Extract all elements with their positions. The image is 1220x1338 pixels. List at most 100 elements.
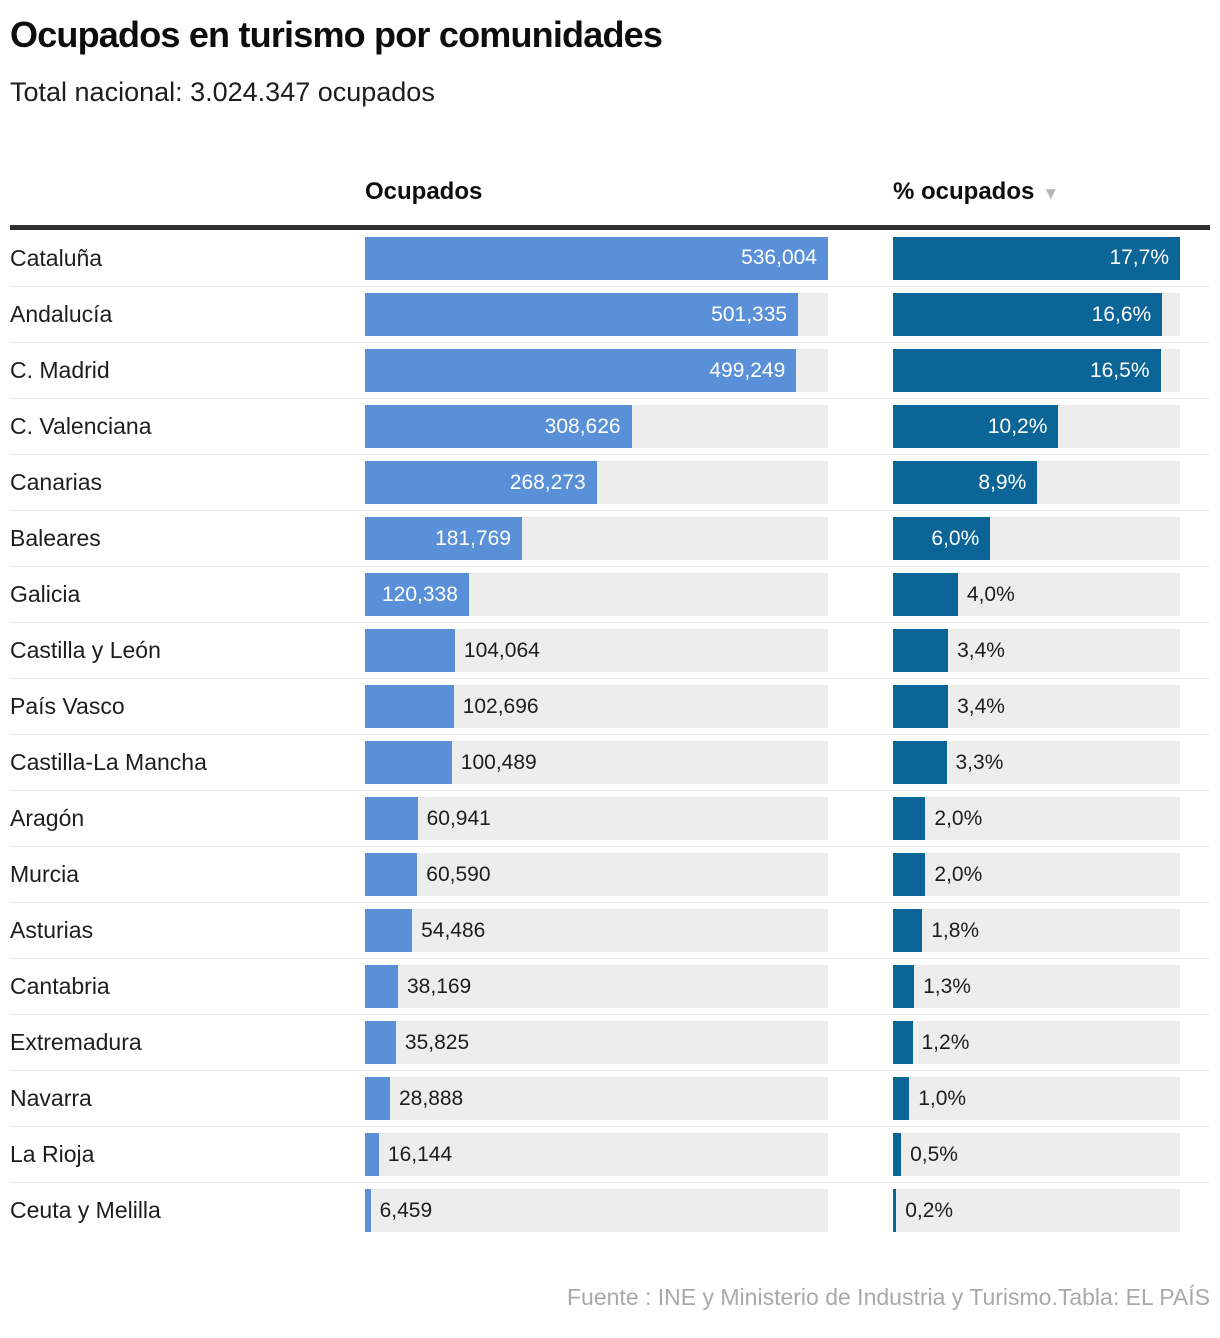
ocupados-bar — [365, 1189, 371, 1233]
table-row: Navarra 28,888 1,0% — [10, 1070, 1210, 1126]
ocupados-value: 28,888 — [399, 1086, 464, 1110]
ocupados-bar — [365, 293, 799, 337]
ocupados-bar-track: 100,489 — [365, 741, 828, 785]
ocupados-bar-track: 536,004 — [365, 236, 828, 280]
pct-bar — [893, 909, 923, 953]
ocupados-value: 60,941 — [426, 806, 491, 830]
ocupados-bar-track: 60,941 — [365, 797, 828, 841]
table-row: La Rioja 16,144 0,5% — [10, 1126, 1210, 1182]
ocupados-value: 120,338 — [381, 582, 458, 606]
pct-bar-track: 0,2% — [893, 1189, 1180, 1233]
column-header-ocupados[interactable]: Ocupados — [365, 178, 828, 206]
pct-bar — [893, 797, 926, 841]
ocupados-bar — [365, 236, 828, 280]
ocupados-bar — [365, 853, 418, 897]
region-label: Navarra — [10, 1085, 92, 1112]
ocupados-bar — [365, 349, 797, 393]
pct-value: 10,2% — [987, 414, 1048, 438]
ocupados-bar-track: 35,825 — [365, 1021, 828, 1065]
ocupados-bar — [365, 741, 452, 785]
ocupados-value: 100,489 — [460, 750, 537, 774]
pct-bar-track: 6,0% — [893, 517, 1180, 561]
ocupados-value: 501,335 — [711, 302, 788, 326]
ocupados-bar-track: 501,335 — [365, 293, 828, 337]
pct-value: 0,2% — [905, 1198, 954, 1222]
ocupados-value: 499,249 — [709, 358, 786, 382]
region-label: Cantabria — [10, 973, 110, 1000]
header-divider — [10, 225, 1210, 231]
pct-value: 2,0% — [934, 862, 983, 886]
region-label: Ceuta y Melilla — [10, 1197, 161, 1224]
table-row: Cantabria 38,169 1,3% — [10, 958, 1210, 1014]
pct-bar-track: 0,5% — [893, 1133, 1180, 1177]
pct-bar-track: 1,0% — [893, 1077, 1180, 1121]
ocupados-bar — [365, 797, 418, 841]
ocupados-value: 308,626 — [544, 414, 621, 438]
table-row: Canarias 268,273 8,9% — [10, 454, 1210, 510]
ocupados-bar — [365, 1133, 379, 1177]
pct-bar — [893, 1133, 902, 1177]
table-row: Asturias 54,486 1,8% — [10, 902, 1210, 958]
region-label: Baleares — [10, 525, 101, 552]
pct-bar — [893, 1077, 910, 1121]
ocupados-bar — [365, 405, 632, 449]
column-header-pct-label: % ocupados — [893, 178, 1035, 206]
table-row: Andalucía 501,335 16,6% — [10, 286, 1210, 342]
pct-value: 1,2% — [921, 1030, 970, 1054]
region-label: Galicia — [10, 581, 81, 608]
pct-bar — [893, 573, 958, 617]
pct-value: 17,7% — [1109, 246, 1169, 270]
pct-bar — [893, 741, 947, 785]
ocupados-bar-track: 28,888 — [365, 1077, 828, 1121]
pct-value: 4,0% — [966, 582, 1015, 606]
ocupados-bar-track: 268,273 — [365, 461, 828, 505]
pct-value: 3,4% — [957, 638, 1005, 662]
pct-bar-track: 16,6% — [893, 293, 1180, 337]
pct-value: 1,3% — [923, 974, 971, 998]
pct-bar — [893, 405, 1059, 449]
pct-value: 0,5% — [910, 1142, 958, 1166]
pct-bar-track: 3,4% — [893, 685, 1180, 729]
column-header-pct-ocupados[interactable]: % ocupados ▼ — [893, 178, 1180, 206]
table-row: Aragón 60,941 2,0% — [10, 790, 1210, 846]
pct-bar-track: 1,3% — [893, 965, 1180, 1009]
table-row: Cataluña 536,004 17,7% — [10, 230, 1210, 286]
ocupados-bar — [365, 517, 522, 561]
ocupados-bar — [365, 573, 469, 617]
pct-value: 16,6% — [1091, 302, 1152, 326]
ocupados-value: 38,169 — [407, 974, 472, 998]
region-label: Cataluña — [10, 244, 103, 271]
ocupados-value: 16,144 — [387, 1142, 453, 1166]
ocupados-bar — [365, 685, 454, 729]
region-label: País Vasco — [10, 693, 125, 720]
table-row: Extremadura 35,825 1,2% — [10, 1014, 1210, 1070]
table-row: Murcia 60,590 2,0% — [10, 846, 1210, 902]
ocupados-bar-track: 6,459 — [365, 1189, 828, 1233]
pct-value: 3,4% — [957, 694, 1005, 718]
ocupados-bar-track: 60,590 — [365, 853, 828, 897]
pct-bar — [893, 965, 915, 1009]
pct-value: 6,0% — [931, 526, 980, 550]
pct-bar — [893, 853, 926, 897]
pct-bar — [893, 1189, 897, 1233]
table-row: C. Valenciana 308,626 10,2% — [10, 398, 1210, 454]
ocupados-bar-track: 38,169 — [365, 965, 828, 1009]
ocupados-value: 54,486 — [421, 918, 486, 942]
pct-value: 1,8% — [931, 918, 980, 942]
ocupados-value: 6,459 — [379, 1198, 433, 1222]
pct-bar — [893, 293, 1163, 337]
region-label: Extremadura — [10, 1029, 142, 1056]
ocupados-value: 181,769 — [435, 526, 511, 550]
pct-bar — [893, 1021, 913, 1065]
pct-bar — [893, 517, 991, 561]
pct-value: 1,0% — [918, 1086, 967, 1110]
pct-bar-track: 16,5% — [893, 349, 1180, 393]
pct-bar — [893, 236, 1180, 280]
bar-rows: Cataluña 536,004 17,7% Andalucía 501,335… — [10, 230, 1210, 1238]
ocupados-value: 536,004 — [741, 246, 817, 270]
ocupados-bar-track: 499,249 — [365, 349, 828, 393]
region-label: Asturias — [10, 917, 94, 944]
table-row: C. Madrid 499,249 16,5% — [10, 342, 1210, 398]
page-title: Ocupados en turismo por comunidades — [10, 14, 663, 55]
chart-container: Ocupados en turismo por comunidades Tota… — [0, 14, 1220, 1311]
